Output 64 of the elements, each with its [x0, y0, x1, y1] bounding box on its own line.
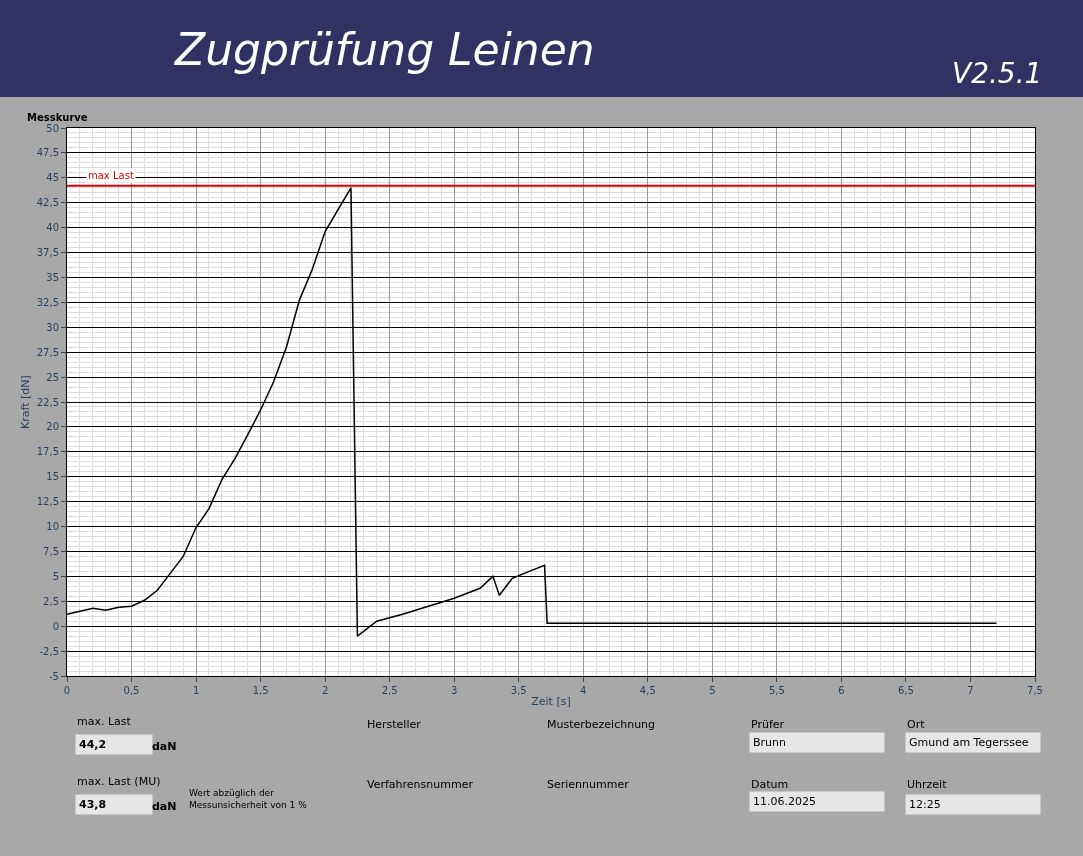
text: Brunn	[753, 736, 787, 749]
text: 44,2	[79, 738, 107, 751]
text: Gmund am Tegerssee	[909, 736, 1029, 749]
x-tick-label: 6,5	[897, 685, 914, 696]
text: Musterbezeichnung	[547, 718, 656, 731]
x-tick-label: 7	[967, 685, 974, 696]
y-tick-label: 30	[46, 321, 59, 333]
text: Seriennummer	[547, 778, 630, 791]
text: Datum	[751, 778, 789, 791]
x-tick-label: 2,5	[381, 685, 398, 696]
chart-title: Zugprüfung Leinen	[174, 24, 595, 76]
y-tick-label: 10	[46, 521, 59, 533]
x-tick-label: 1	[192, 685, 200, 696]
x-tick-label: 5,5	[768, 685, 785, 696]
y-tick-label: 27,5	[36, 346, 59, 358]
y-tick-label: 7,5	[43, 545, 59, 557]
y-tick-label: 15	[46, 471, 59, 483]
text: Verfahrensnummer	[367, 778, 474, 791]
text: Ort	[907, 718, 926, 731]
y-tick-label: 5	[52, 570, 59, 582]
text: daN	[152, 800, 177, 813]
y-tick-label: -5	[49, 670, 59, 682]
ref-line-label: max Last	[88, 170, 134, 181]
x-tick-label: 5	[709, 685, 716, 696]
x-tick-label: 7,5	[1027, 685, 1043, 696]
text: 12:25	[909, 798, 941, 811]
y-tick-label: 47,5	[36, 147, 59, 159]
x-tick-label: 4,5	[639, 685, 656, 696]
text: Uhrzeit	[907, 778, 948, 791]
text: V2.5.1	[952, 57, 1043, 90]
text: Wert abzüglich der Messunsicherheit von 1 %	[189, 788, 308, 810]
text: max. Last (MU)	[77, 775, 161, 788]
y-axis-title: Kraft [dN]	[19, 375, 33, 429]
x-tick-label: 1,5	[252, 685, 269, 696]
y-tick-label: 42,5	[36, 197, 59, 209]
x-tick-label: 3,5	[510, 685, 527, 696]
y-tick-label: 40	[46, 222, 59, 234]
text: daN	[152, 740, 177, 753]
y-tick-label: 37,5	[36, 247, 59, 259]
x-tick-label: 6	[838, 685, 845, 696]
chart-subtitle: Messkurve	[27, 112, 88, 123]
y-tick-label: 20	[46, 421, 59, 433]
y-tick-label: 32,5	[36, 296, 59, 308]
x-tick-label: 0,5	[123, 685, 140, 696]
y-tick-label: 2,5	[43, 595, 59, 607]
x-axis-title: Zeit [s]	[531, 695, 571, 709]
x-tick-label: 3	[451, 685, 458, 696]
y-tick-label: 17,5	[36, 446, 59, 458]
y-tick-label: 22,5	[36, 396, 59, 408]
y-tick-label: 50	[46, 122, 59, 134]
y-tick-label: 25	[46, 371, 59, 383]
x-tick-label: 4	[580, 685, 587, 696]
y-tick-label: -2,5	[39, 645, 59, 657]
y-tick-label: 0	[52, 620, 59, 632]
text: 43,8	[79, 798, 107, 811]
text: max. Last	[77, 715, 132, 728]
x-tick-label: 2	[321, 685, 329, 696]
y-tick-label: 12,5	[36, 496, 59, 508]
y-tick-label: 45	[46, 172, 59, 184]
text: 11.06.2025	[753, 795, 816, 808]
text: Prüfer	[751, 718, 785, 731]
y-tick-label: 35	[46, 271, 59, 283]
x-tick-label: 0	[63, 685, 71, 696]
text: Hersteller	[367, 718, 422, 731]
